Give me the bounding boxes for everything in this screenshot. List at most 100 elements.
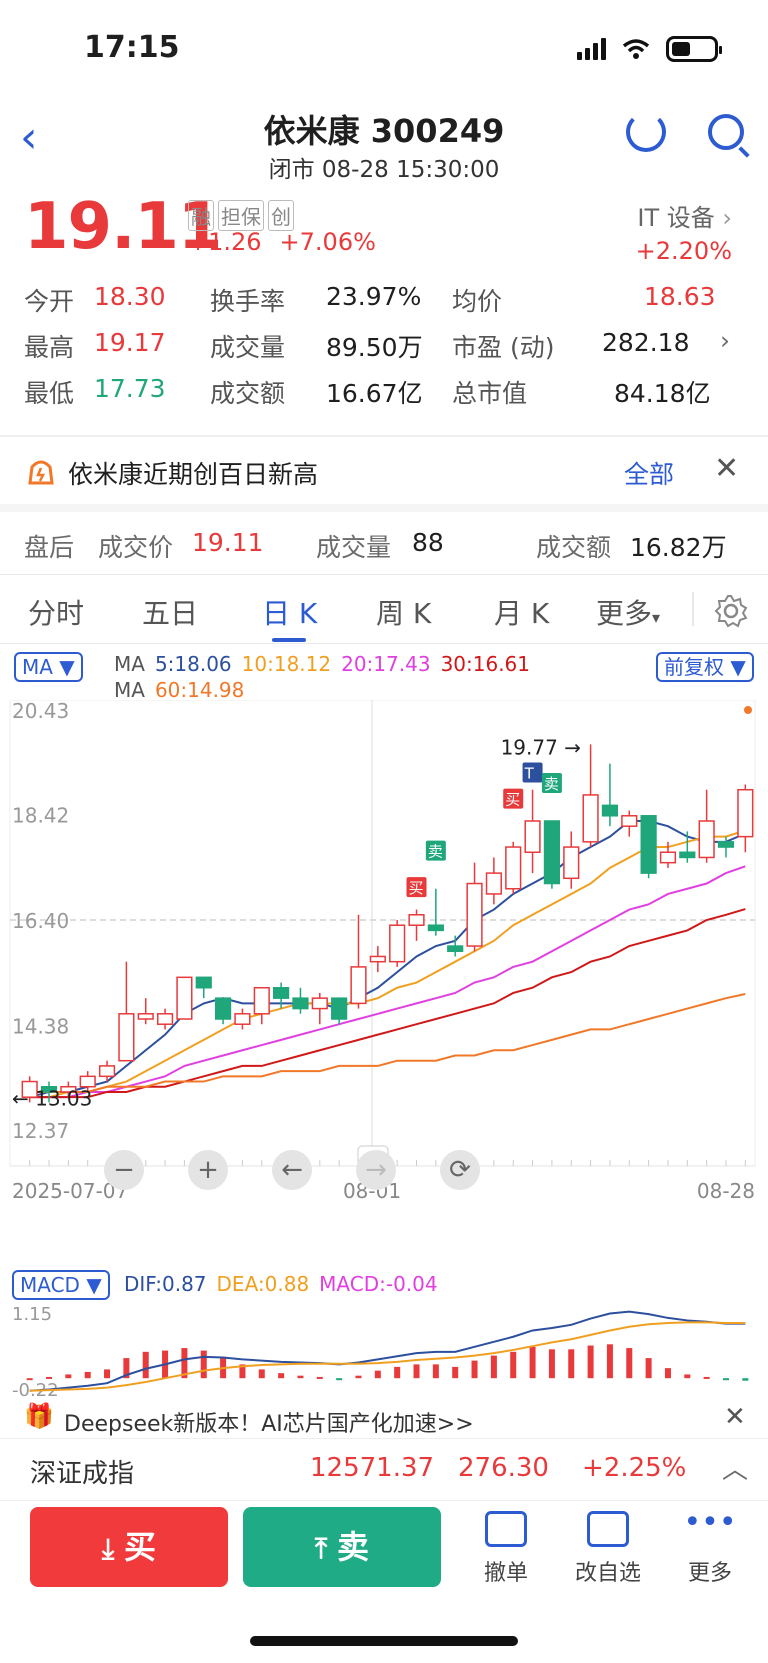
index-value: 12571.37 [310,1453,435,1483]
zoom-in-button[interactable]: + [188,1150,228,1190]
macd-selector-label: MACD [20,1273,80,1297]
ma-line-ma30 [29,908,746,1099]
pan-left-button[interactable]: ← [272,1150,312,1190]
notice-bar[interactable]: 依米康近期创百日新高 全部 ✕ [0,445,768,505]
tab-monthly-k[interactable]: 月 K [494,597,550,630]
macd-histogram-bar [529,1346,536,1379]
tab-five-day[interactable]: 五日 [142,597,199,630]
ma60-value: 60:14.98 [154,678,245,702]
candle-body [369,955,386,963]
candle-body [427,924,444,932]
x-tick-label: 08-28 [697,1179,755,1203]
back-icon[interactable]: ‹ [20,112,38,163]
macd-histogram-bar [548,1349,555,1379]
pan-right-button[interactable]: → [356,1150,396,1190]
open-label: 今开 [24,287,75,316]
divider [692,592,694,626]
candle-body [118,1013,135,1062]
promo-bar[interactable]: 🎁 Deepseek新版本！AI芯片国产化加速>> ✕ [0,1396,768,1440]
ma-legend-prefix: MA [114,678,145,702]
gift-icon: 🎁 [24,1402,54,1430]
after-hours-label: 盘后 [24,533,75,562]
sell-button[interactable]: ⤒ 卖 [243,1507,441,1587]
y-tick-label: 14.38 [12,1014,69,1038]
ma-selector[interactable]: MA ▼ [14,652,83,682]
tab-more[interactable]: 更多▾ [596,592,660,632]
ma-selector-label: MA [22,655,53,679]
low-value: 17.73 [94,374,166,403]
close-icon[interactable]: ✕ [714,451,740,486]
industry-link[interactable]: IT 设备 › +2.20% [636,198,732,265]
avg-label: 均价 [452,287,503,316]
macd-histogram-bar [606,1344,613,1379]
chevron-up-icon[interactable]: ︿ [722,1455,749,1485]
amount-value: 16.67亿 [326,379,423,408]
more-label: 更多 [687,1561,732,1586]
more-button[interactable]: ••• 更多 [670,1508,750,1587]
promo-text: Deepseek新版本！AI芯片国产化加速>> [64,1412,474,1437]
refresh-icon[interactable] [626,112,666,152]
t-marker-bg [522,762,543,783]
candle-body [389,924,406,963]
amount-label: 成交额 [210,379,286,408]
macd-histogram-bar [510,1351,517,1379]
candle-body [408,914,425,926]
tab-daily-k[interactable]: 日 K [262,597,318,630]
macd-histogram-bar [84,1371,91,1379]
candle-body [659,851,677,864]
candle-body [737,788,754,838]
candle-body [79,1075,96,1088]
status-time: 17:15 [84,30,180,65]
period-tabs: 分时 五日 日 K 周 K 月 K 更多▾ [0,578,768,644]
ma20-value: 20:17.43 [341,652,431,676]
y-tick-label: 16.40 [12,909,69,933]
pe-label: 市盈 (动) [452,333,555,362]
y-tick-label: 20.43 [12,700,69,723]
candle-body [331,997,348,1020]
close-icon[interactable]: ✕ [724,1402,746,1432]
buy-button[interactable]: ⤓ 买 [30,1507,228,1587]
rotate-screen-icon[interactable]: ⟳ [440,1150,480,1190]
adjust-label: 前复权 [664,655,724,679]
macd-tick-label: 1.15 [12,1304,52,1325]
chart-edit-icon [587,1511,629,1547]
search-icon[interactable] [708,114,744,150]
tab-weekly-k[interactable]: 周 K [376,597,432,630]
adjust-selector[interactable]: 前复权 ▼ [656,652,754,682]
sell-marker: 卖 [544,775,559,793]
tab-intraday[interactable]: 分时 [28,597,85,630]
index-ticker[interactable]: 深证成指 12571.37 276.30 +2.25% ︿ [0,1438,768,1498]
change-percent: +7.06% [279,228,376,256]
download-icon: ⤓ [101,1532,125,1565]
tag-guarantee: 担保 [218,200,264,231]
candle-body [253,986,270,1015]
cancel-order-button[interactable]: 撤单 [466,1511,546,1587]
edit-watchlist-button[interactable]: 改自选 [568,1511,648,1587]
turnover-rate-label: 换手率 [210,287,286,316]
buy-marker-bg [406,877,427,898]
after-price-value: 19.11 [192,528,264,557]
avg-value: 18.63 [644,282,716,311]
buy-label: 买 [124,1528,157,1566]
index-name: 深证成指 [30,1459,135,1489]
macd-histogram-bar [336,1378,343,1381]
header: ‹ 依米康 300249 闭市 08-28 15:30:00 [0,100,768,183]
pe-value[interactable]: 282.18 [602,328,690,357]
macd-selector[interactable]: MACD ▼ [12,1270,110,1300]
macd-chart[interactable]: 1.15 -0.22 [0,1300,768,1396]
candle-body [137,1013,154,1020]
y-tick-label: 12.37 [12,1119,69,1143]
macd-histogram-bar [200,1350,207,1379]
settings-gear-icon[interactable] [714,594,748,628]
ma30-value: 30:16.61 [440,652,531,676]
candle-body [60,1085,77,1093]
macd-legend: DIF:0.87 DEA:0.88 MACD:-0.04 [124,1272,438,1296]
chevron-right-icon[interactable]: › [720,326,730,355]
tag-margin: 融 [188,200,214,231]
chart-frame [9,700,756,1167]
zoom-out-button[interactable]: − [104,1150,144,1190]
macd-tick-label: -0.22 [12,1380,59,1396]
macd-histogram-bar [26,1378,33,1381]
notice-all-link[interactable]: 全部 [624,460,675,489]
candle-body [156,1013,174,1025]
